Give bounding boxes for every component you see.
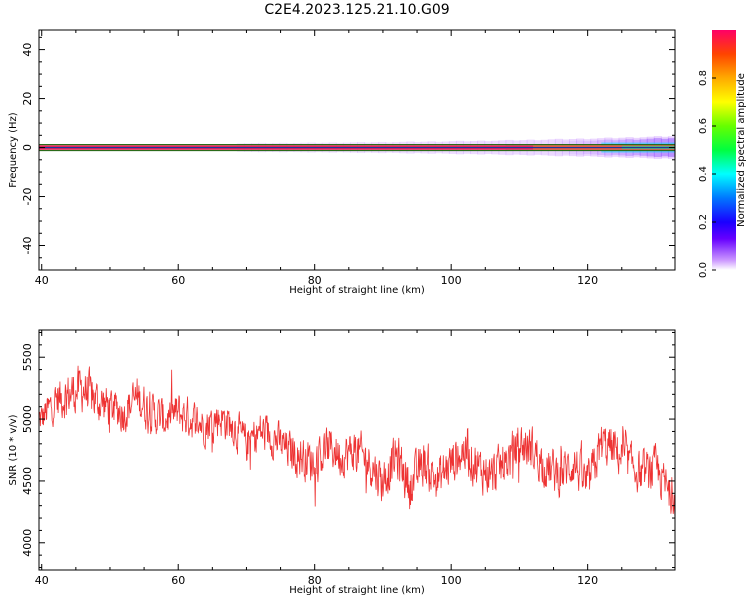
x-tick-label: 60 [171, 274, 185, 287]
y-tick-label: 5000 [21, 405, 34, 433]
snr-y-axis-label: SNR (10 * v/v) [8, 414, 19, 485]
x-tick-label: 100 [441, 274, 462, 287]
y-tick-label: -40 [21, 237, 34, 255]
x-tick-label: 80 [308, 574, 322, 587]
x-tick-label: 60 [171, 574, 185, 587]
chart-title: C2E4.2023.125.21.10.G09 [264, 2, 449, 18]
x-tick-label: 120 [577, 274, 598, 287]
colorbar-gradient [712, 30, 736, 270]
colorbar-tick-label: 0.4 [698, 166, 709, 182]
spectrogram-panel: 40 60 80 100 120 -40 -20 0 20 40 Height of straig… [8, 29, 676, 296]
snr-x-axis-label: Height of straight line (km) [289, 585, 425, 596]
y-tick-label: 0 [21, 144, 34, 151]
y-tick-label: 40 [21, 43, 34, 57]
colorbar-tick-label: 0.8 [698, 70, 709, 86]
spectrogram-y-axis-label: Frequency (Hz) [8, 112, 19, 188]
spectrogram-frame [38, 29, 676, 271]
x-tick-label: 40 [35, 274, 49, 287]
y-tick-label: 4500 [21, 467, 34, 495]
snr-plot-area [39, 365, 675, 518]
snr-frame [38, 329, 676, 571]
snr-axis-ticks: 40 60 80 100 120 4000 4500 5000 5500 [21, 330, 675, 587]
spectrogram-plot-area [39, 136, 675, 160]
snr-series-line [39, 365, 675, 518]
colorbar-tick-label: 0.6 [698, 118, 709, 134]
x-tick-label: 40 [35, 574, 49, 587]
spectrogram-axis-ticks: 40 60 80 100 120 -40 -20 0 20 40 [21, 30, 675, 287]
y-tick-label: 20 [21, 92, 34, 106]
colorbar-label: Normalized spectral amplitude [736, 73, 747, 227]
colorbar: 0.0 0.2 0.4 0.6 0.8 Normalized spectral ampl… [698, 30, 747, 278]
spectrogram-x-axis-label: Height of straight line (km) [289, 285, 425, 296]
y-tick-label: -20 [21, 188, 34, 206]
x-tick-label: 100 [441, 574, 462, 587]
y-tick-label: 4000 [21, 529, 34, 557]
colorbar-tick-label: 0.0 [698, 262, 709, 278]
snr-panel: 40 60 80 100 120 4000 4500 5000 5500 Height of s… [8, 329, 676, 596]
x-tick-label: 80 [308, 274, 322, 287]
colorbar-tick-label: 0.2 [698, 214, 709, 230]
x-tick-label: 120 [577, 574, 598, 587]
y-tick-label: 5500 [21, 343, 34, 371]
colorbar-ticks: 0.0 0.2 0.4 0.6 0.8 [698, 70, 716, 278]
